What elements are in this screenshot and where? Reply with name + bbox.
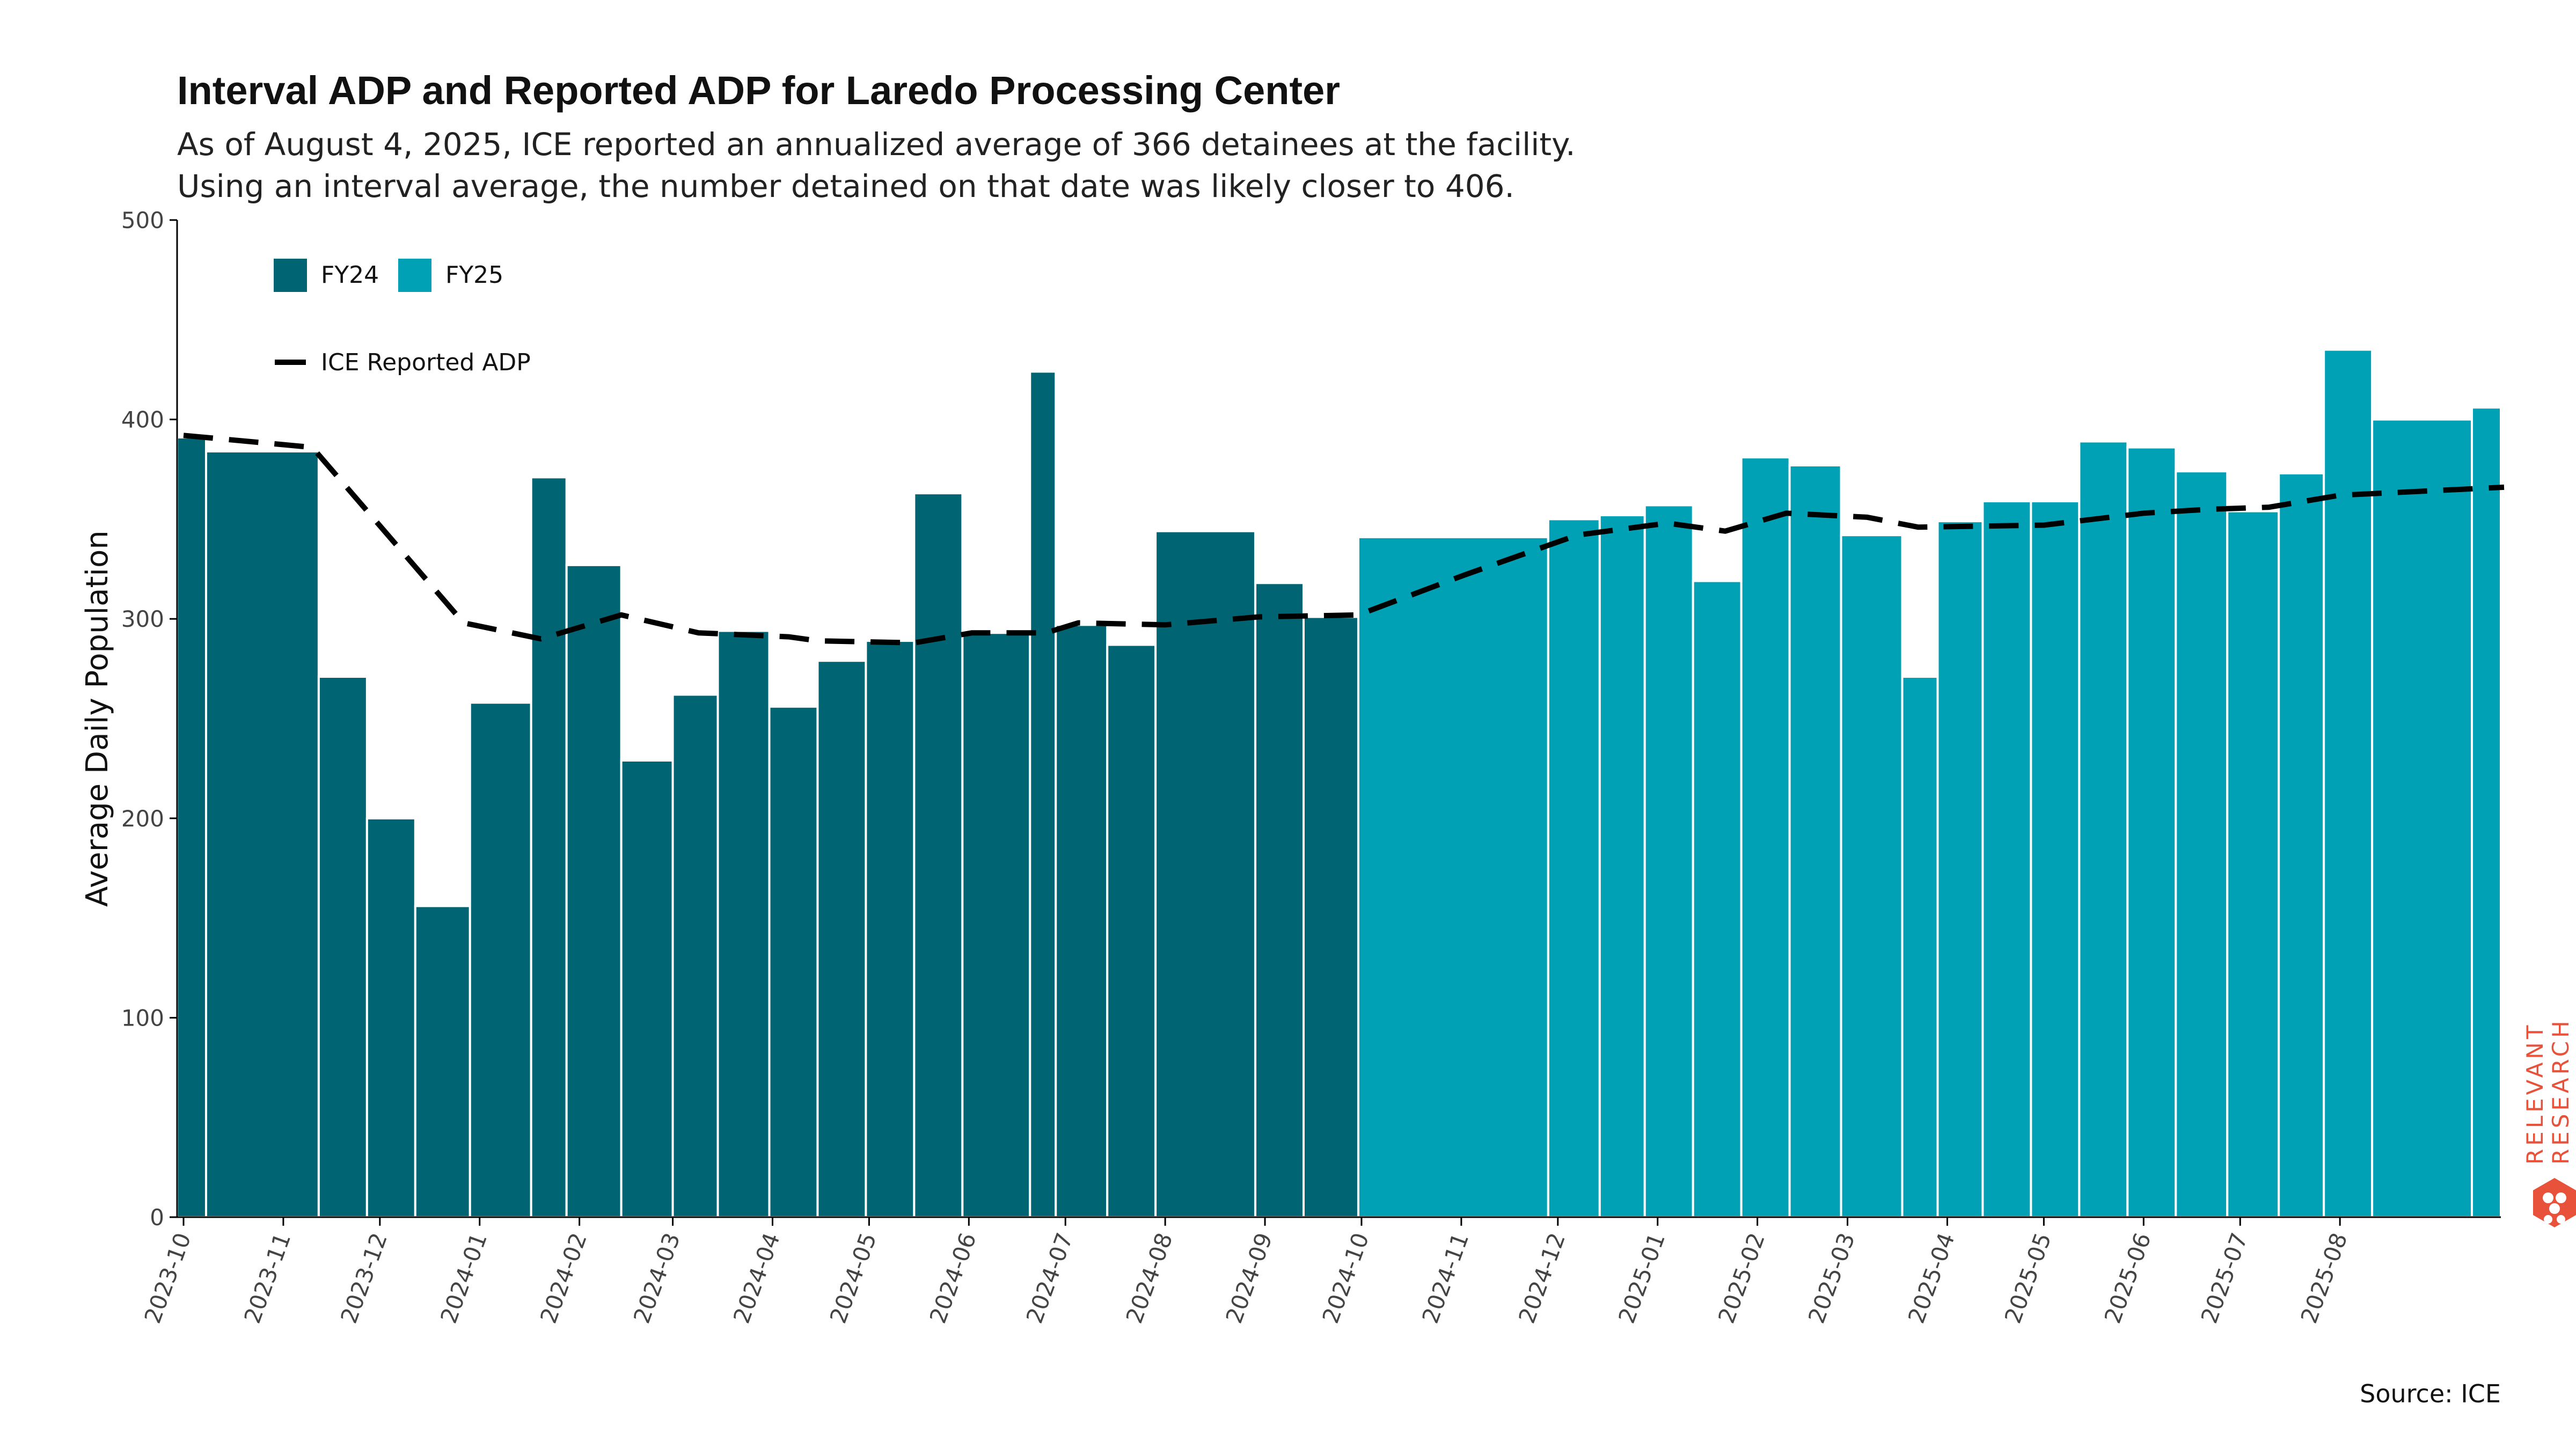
x-tick-label-2024-02: 2024-02: [535, 1230, 592, 1327]
x-tick-label-2024-08: 2024-08: [1121, 1230, 1177, 1327]
bar-23: [1357, 536, 1549, 1218]
bar-25: [1598, 514, 1646, 1218]
bar-39: [2278, 472, 2325, 1218]
relevant-research-logo: RELEVANT RESEARCH: [2522, 1018, 2576, 1227]
chart-subtitle: As of August 4, 2025, ICE reported an an…: [177, 123, 1576, 207]
bar-1: [176, 436, 207, 1219]
bar-22: [1302, 616, 1359, 1218]
bar-8: [565, 564, 623, 1218]
y-axis-label: Average Daily Population: [80, 530, 115, 906]
bar-34: [2030, 500, 2081, 1218]
x-tick-label-2025-02: 2025-02: [1713, 1230, 1770, 1327]
x-tick-label-2025-08: 2025-08: [2295, 1230, 2352, 1327]
bar-37: [2175, 470, 2229, 1219]
bar-41: [2371, 418, 2473, 1218]
bar-21: [1254, 582, 1305, 1218]
x-tick-label-2024-07: 2024-07: [1021, 1230, 1078, 1327]
legend-swatch-fy25: [398, 259, 431, 292]
bar-26: [1643, 504, 1694, 1219]
bar-29: [1788, 464, 1842, 1218]
bar-13: [816, 660, 867, 1218]
chart-title: Interval ADP and Reported ADP for Laredo…: [177, 68, 1341, 113]
bar-24: [1547, 518, 1601, 1218]
bar-9: [620, 759, 674, 1218]
x-tick-label-2024-11: 2024-11: [1417, 1230, 1474, 1327]
bar-33: [1981, 500, 2032, 1218]
bar-16: [961, 632, 1031, 1218]
bar-31: [1901, 675, 1939, 1218]
bar-3: [317, 675, 368, 1218]
bar-32: [1936, 520, 1984, 1219]
bar-35: [2078, 440, 2129, 1219]
y-tick-label-300: 300: [121, 606, 164, 632]
x-tick-label-2025-01: 2025-01: [1613, 1230, 1670, 1327]
bar-15: [913, 492, 964, 1218]
bar-27: [1692, 580, 1743, 1218]
source-note: Source: ICE: [2360, 1379, 2501, 1408]
bar-19: [1106, 643, 1157, 1218]
bar-18: [1055, 624, 1109, 1218]
bar-40: [2323, 348, 2374, 1218]
subtitle-line-1: As of August 4, 2025, ICE reported an an…: [177, 126, 1576, 163]
bar-10: [671, 693, 719, 1218]
bar-36: [2126, 446, 2177, 1218]
legend-label-fy25: FY25: [445, 261, 503, 289]
bar-2: [204, 450, 320, 1218]
x-tick-label-2024-03: 2024-03: [628, 1230, 685, 1327]
logo-text-research: RESEARCH: [2548, 1018, 2574, 1165]
y-tick-label-0: 0: [150, 1204, 164, 1231]
y-tick-label-400: 400: [121, 407, 164, 433]
x-tick-label-2023-11: 2023-11: [239, 1230, 296, 1327]
x-tick-label-2024-05: 2024-05: [825, 1230, 882, 1327]
bar-42: [2471, 406, 2502, 1219]
x-tick-label-2024-09: 2024-09: [1220, 1230, 1277, 1327]
ice-reported-adp-line: [183, 433, 2505, 646]
bar-11: [716, 630, 771, 1218]
legend-label-line: ICE Reported ADP: [321, 349, 531, 376]
legend: FY24 FY25 ICE Reported ADP: [274, 259, 531, 376]
bar-38: [2226, 510, 2280, 1218]
x-tick-label-2024-04: 2024-04: [728, 1230, 785, 1327]
legend-label-fy24: FY24: [321, 261, 379, 289]
x-tick-label-2024-01: 2024-01: [435, 1230, 492, 1327]
bar-12: [768, 705, 819, 1218]
x-tick-label-2025-04: 2025-04: [1903, 1230, 1960, 1327]
bar-5: [414, 905, 471, 1218]
x-tick-label-2024-12: 2024-12: [1513, 1230, 1570, 1327]
bar-28: [1740, 456, 1791, 1218]
x-tick-label-2025-06: 2025-06: [2099, 1230, 2156, 1327]
bar-4: [365, 817, 416, 1219]
x-tick-label-2024-06: 2024-06: [925, 1230, 982, 1327]
bar-20: [1154, 530, 1257, 1218]
bar-17: [1029, 370, 1057, 1218]
x-tick-label-2023-12: 2023-12: [335, 1230, 392, 1327]
y-tick-label-100: 100: [121, 1005, 164, 1031]
legend-swatch-fy24: [274, 259, 307, 292]
bar-14: [865, 640, 916, 1218]
y-tick-label-200: 200: [121, 806, 164, 832]
bar-7: [530, 476, 568, 1218]
bar-6: [469, 701, 532, 1218]
subtitle-line-2: Using an interval average, the number de…: [177, 168, 1514, 204]
x-tick-label-2025-07: 2025-07: [2196, 1230, 2253, 1327]
x-tick-label-2023-10: 2023-10: [139, 1230, 196, 1327]
bar-group: [176, 348, 2502, 1219]
y-tick-label-500: 500: [121, 207, 164, 233]
x-tick-label-2025-03: 2025-03: [1803, 1230, 1860, 1327]
hexagon-logo-icon: [2533, 1178, 2576, 1227]
bar-30: [1840, 534, 1904, 1218]
x-tick-label-2024-10: 2024-10: [1317, 1230, 1374, 1327]
x-tick-label-2025-05: 2025-05: [2000, 1230, 2057, 1327]
logo-text-relevant: RELEVANT: [2522, 1022, 2548, 1165]
reported-adp-line-group: [183, 433, 2505, 646]
